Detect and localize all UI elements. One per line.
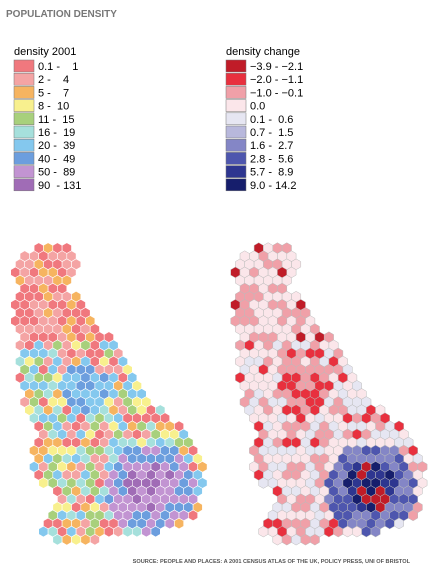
hex-cell <box>342 525 353 538</box>
hex-cell <box>258 525 269 538</box>
legend-swatch <box>225 178 247 192</box>
hex-cell <box>281 534 292 546</box>
legend-label: −1.0 - −0.1 <box>250 87 303 99</box>
hex-cell <box>408 509 418 522</box>
legend-swatch <box>13 178 35 192</box>
hex-cell <box>309 534 320 546</box>
legend-label: 0.1 - 1 <box>38 61 78 73</box>
hex-cell <box>384 517 395 530</box>
hex-cell <box>164 517 175 530</box>
legend-label: 1.6 - 2.7 <box>250 140 293 152</box>
legend-swatch <box>225 165 247 178</box>
hex-cell <box>52 533 63 546</box>
legend-swatch <box>225 152 247 165</box>
hex-cell <box>89 533 100 546</box>
hex-cell <box>103 525 114 538</box>
hex-cell <box>71 533 82 546</box>
hex-cell <box>80 533 91 546</box>
legend-swatch <box>13 72 35 86</box>
legend-swatch <box>225 138 247 152</box>
legend-swatch <box>13 152 35 165</box>
legend-label: 0.0 <box>250 101 265 113</box>
legend-label: 20 - 39 <box>38 140 75 152</box>
legend-label: 11 - 15 <box>38 114 75 126</box>
hex-cell <box>61 533 72 546</box>
source: SOURCE: PEOPLE AND PLACES: A 2001 CENSUS… <box>133 559 411 565</box>
legend-label: 9.0 - 14.2 <box>250 180 296 192</box>
legend-label: 0.1 - 0.6 <box>250 114 293 126</box>
legend-swatch <box>13 112 35 126</box>
hex-cell <box>150 525 161 538</box>
legend-label: 5.7 - 8.9 <box>250 167 293 179</box>
hex-cell <box>174 517 184 530</box>
legend-swatch <box>225 86 247 99</box>
legend-swatch <box>225 112 247 126</box>
legend-label: 16 - 19 <box>38 127 75 139</box>
legend-label: 8 - 10 <box>38 101 69 113</box>
legend-swatch <box>13 138 35 152</box>
hex-cell <box>323 525 334 538</box>
hex-cell <box>291 534 302 546</box>
hex-cell <box>188 509 198 522</box>
hex-cell <box>122 525 133 538</box>
hex-cell <box>361 525 372 538</box>
legend-label: −3.9 - −2.1 <box>250 61 303 73</box>
legend-label: 2 - 4 <box>38 74 69 86</box>
legend-swatch <box>225 125 247 139</box>
hex-cell <box>141 525 152 538</box>
hex-cell <box>300 534 311 546</box>
legend-swatch <box>225 59 247 73</box>
legend-swatch <box>13 165 35 178</box>
title: POPULATION DENSITY <box>6 9 117 20</box>
hex-cell <box>352 525 362 538</box>
hex-maps <box>10 242 428 546</box>
legend-label: 5 - 7 <box>38 87 69 99</box>
legend-swatch <box>13 125 35 139</box>
hex-cell <box>272 534 283 546</box>
hex-cell <box>258 477 269 489</box>
legend-label: 0.7 - 1.5 <box>250 127 293 139</box>
legend-label: −2.0 - −1.1 <box>250 74 303 86</box>
legend-title: density change <box>226 46 300 58</box>
hex-cell <box>38 477 49 489</box>
hex-cell <box>394 517 404 530</box>
legend-label: 90 - 131 <box>38 180 81 192</box>
legend-label: 40 - 49 <box>38 153 75 165</box>
hex-cell <box>132 525 142 538</box>
legend-label: 2.8 - 5.6 <box>250 153 293 165</box>
legend-title: density 2001 <box>14 46 76 58</box>
legend-swatch <box>225 72 247 86</box>
legend-swatch <box>13 99 35 112</box>
hex-cell <box>113 525 124 538</box>
legend-swatch <box>13 86 35 99</box>
hex-cell <box>333 525 344 538</box>
hex-cell <box>38 525 49 538</box>
legend-swatch <box>13 59 35 73</box>
hex-cell <box>370 525 381 538</box>
legend-swatch <box>225 99 247 112</box>
legend-label: 50 - 89 <box>38 167 75 179</box>
